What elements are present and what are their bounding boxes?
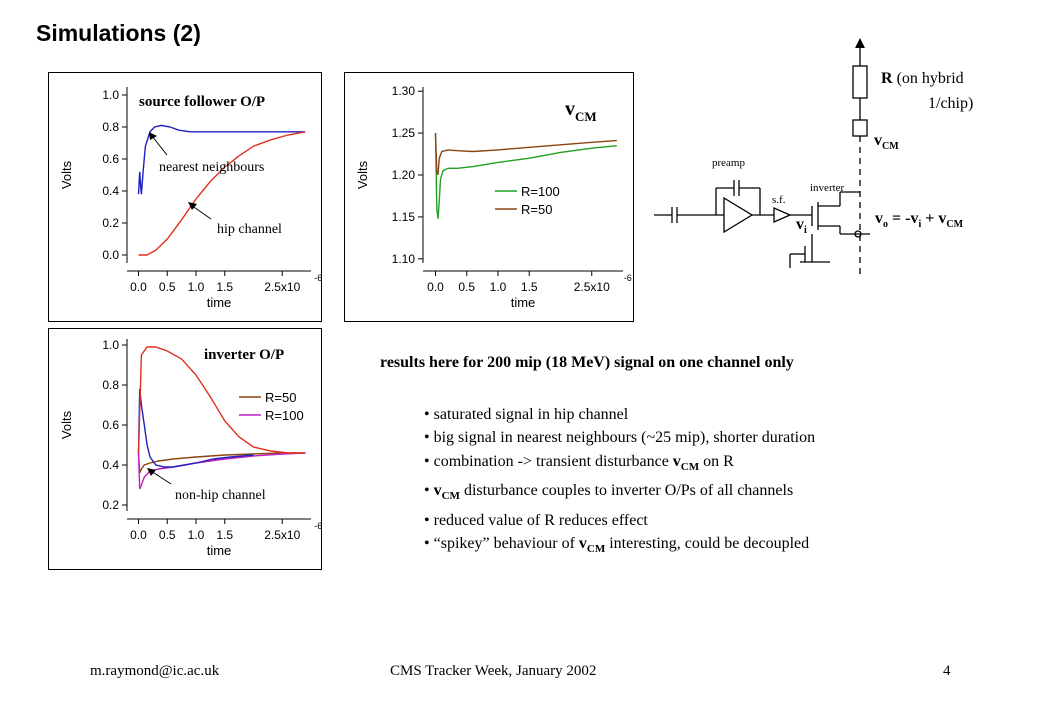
vcm-node-label: vCM bbox=[874, 132, 899, 153]
annotation-arrowhead bbox=[188, 202, 197, 210]
y-tick-label: 0.6 bbox=[102, 152, 119, 166]
x-tick-label: 1.5 bbox=[216, 528, 233, 542]
y-tick-label: 0.6 bbox=[102, 418, 119, 432]
y-axis-label: Volts bbox=[59, 410, 74, 439]
page-title: Simulations (2) bbox=[36, 20, 201, 46]
results-heading: results here for 200 mip (18 MeV) signal… bbox=[380, 354, 794, 371]
series-line-3 bbox=[137, 346, 306, 454]
chart-title: source follower O/P bbox=[139, 94, 265, 110]
bullet-item: saturated signal in hip channel bbox=[424, 403, 815, 426]
y-tick-label: 1.0 bbox=[102, 338, 119, 352]
x-tick-label: 2.5x10 bbox=[574, 280, 610, 294]
x-tick-label: 0.0 bbox=[130, 280, 147, 294]
plot-inverter: 0.2 0.4 0.6 0.8 1.0 0.0 0.5 1.0 1.5 2.5x10 -6 time V… bbox=[48, 328, 322, 570]
x-tick-label: 0.5 bbox=[458, 280, 475, 294]
legend-label: R=50 bbox=[521, 202, 552, 217]
x-axis-label: time bbox=[207, 543, 232, 558]
x-tick-label: 0.0 bbox=[427, 280, 444, 294]
results-bullets: saturated signal in hip channel big sign… bbox=[424, 403, 815, 561]
y-axis-label: Volts bbox=[355, 160, 370, 189]
annotation-arrowhead bbox=[149, 132, 157, 140]
inverter-label: inverter bbox=[810, 182, 845, 194]
annotation-nearest-neighbours: nearest neighbours bbox=[159, 160, 264, 175]
preamp-label: preamp bbox=[712, 157, 745, 169]
vi-label: vi bbox=[796, 216, 807, 237]
chart-title: inverter O/P bbox=[204, 347, 284, 363]
x-tick-label: 2.5x10 bbox=[264, 528, 300, 542]
chart-inverter: 0.2 0.4 0.6 0.8 1.0 0.0 0.5 1.0 1.5 2.5x10 -6 time V… bbox=[59, 338, 321, 558]
y-tick-label: 0.2 bbox=[102, 498, 119, 512]
legend-label: R=100 bbox=[265, 408, 304, 423]
y-tick-label: 1.30 bbox=[392, 84, 416, 98]
series-line-1 bbox=[137, 452, 306, 490]
x-tick-label: 1.0 bbox=[188, 528, 205, 542]
series-line-1 bbox=[138, 131, 306, 256]
bullet-item: reduced value of R reduces effect bbox=[424, 509, 815, 532]
annotation-non-hip-channel: non-hip channel bbox=[175, 488, 266, 503]
annotation-arrow bbox=[150, 470, 172, 485]
legend-label: R=50 bbox=[265, 390, 296, 405]
page-number: 4 bbox=[943, 663, 951, 679]
y-axis-label: Volts bbox=[59, 160, 74, 189]
chart-title-sub: CM bbox=[575, 109, 597, 124]
bullet-item: “spikey” behaviour of vCM interesting, c… bbox=[424, 532, 815, 561]
footer-event: CMS Tracker Week, January 2002 bbox=[390, 663, 597, 679]
chart-source-follower: 0.0 0.2 0.4 0.6 0.8 1.0 0.0 0.5 1.0 1.5 2.5x10 -6 ti… bbox=[59, 87, 321, 310]
y-tick-label: 0.4 bbox=[102, 184, 119, 198]
bullet-item: combination -> transient disturbance vCM… bbox=[424, 450, 815, 479]
chart-vcm: 1.10 1.15 1.20 1.25 1.30 0.0 0.5 1.0 1.5 2.5x10 -6… bbox=[355, 84, 632, 310]
x-axis-label: time bbox=[207, 295, 232, 310]
y-tick-label: 1.25 bbox=[392, 126, 416, 140]
x-tick-label: 1.0 bbox=[490, 280, 507, 294]
y-tick-label: 0.2 bbox=[102, 216, 119, 230]
output-equation: vo = -vi + vCM bbox=[875, 210, 964, 231]
x-exponent: -6 bbox=[314, 521, 321, 531]
bullet-item: big signal in nearest neighbours (~25 mi… bbox=[424, 426, 815, 449]
y-tick-label: 0.8 bbox=[102, 120, 119, 134]
chart-title: vCM bbox=[565, 98, 597, 124]
y-tick-label: 1.0 bbox=[102, 88, 119, 102]
y-tick-label: 0.8 bbox=[102, 378, 119, 392]
x-tick-label: 0.5 bbox=[159, 280, 176, 294]
x-tick-label: 1.0 bbox=[188, 280, 205, 294]
annotation-arrowhead bbox=[147, 468, 156, 476]
y-tick-label: 0.0 bbox=[102, 248, 119, 262]
x-tick-label: 1.5 bbox=[216, 280, 233, 294]
circuit-schematic bbox=[654, 38, 870, 275]
x-tick-label: 0.0 bbox=[130, 528, 147, 542]
footer-email: m.raymond@ic.ac.uk bbox=[90, 663, 220, 679]
x-axis-label: time bbox=[511, 295, 536, 310]
series-line-0 bbox=[137, 452, 306, 474]
x-tick-label: 1.5 bbox=[521, 280, 538, 294]
bullet-item: vCM disturbance couples to inverter O/Ps… bbox=[424, 479, 815, 508]
plot-source-follower: 0.0 0.2 0.4 0.6 0.8 1.0 0.0 0.5 1.0 1.5 2.5x10 -6 ti… bbox=[48, 72, 322, 322]
y-tick-label: 1.20 bbox=[392, 168, 416, 182]
x-tick-label: 0.5 bbox=[159, 528, 176, 542]
series-line-2 bbox=[137, 388, 254, 468]
y-tick-label: 0.4 bbox=[102, 458, 119, 472]
legend-label: R=100 bbox=[521, 184, 560, 199]
x-exponent: -6 bbox=[314, 273, 321, 283]
x-exponent: -6 bbox=[624, 273, 632, 283]
annotation-hip-channel: hip channel bbox=[217, 222, 282, 237]
series-line-0 bbox=[434, 133, 617, 219]
annotation-arrow bbox=[151, 135, 168, 156]
resistor-note: 1/chip) bbox=[928, 95, 974, 112]
y-tick-label: 1.10 bbox=[392, 252, 416, 266]
annotation-arrow bbox=[190, 204, 212, 220]
resistor-label: R (on hybrid bbox=[881, 70, 964, 87]
x-tick-label: 2.5x10 bbox=[264, 280, 300, 294]
series-line-1 bbox=[434, 133, 617, 176]
plot-vcm: 1.10 1.15 1.20 1.25 1.30 0.0 0.5 1.0 1.5 2.5x10 -6… bbox=[344, 72, 634, 322]
series-line-0 bbox=[137, 124, 306, 195]
y-tick-label: 1.15 bbox=[392, 210, 416, 224]
sf-label: s.f. bbox=[772, 194, 786, 206]
